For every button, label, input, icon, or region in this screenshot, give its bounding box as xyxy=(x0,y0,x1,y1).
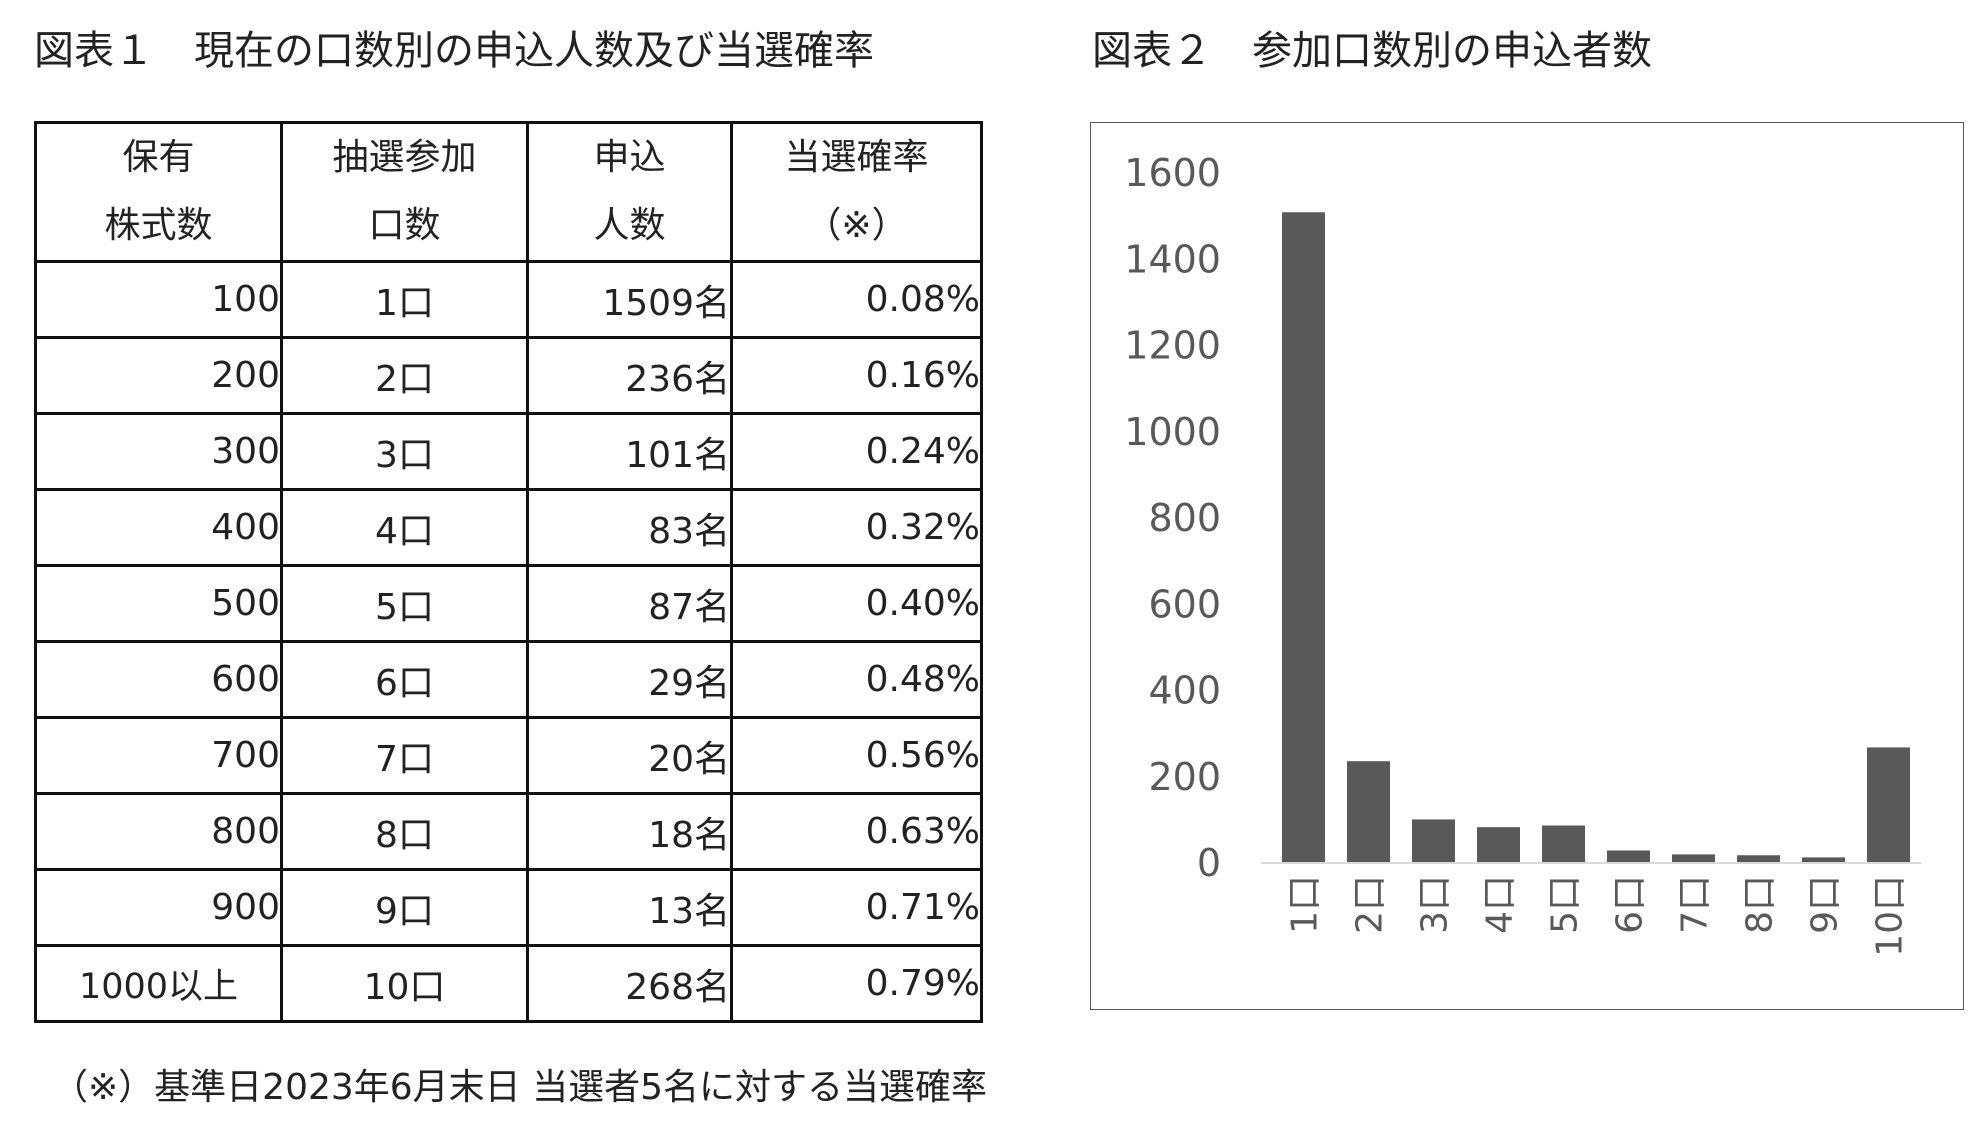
header-win-rate: 当選確率 （※） xyxy=(730,121,983,263)
table-row: 300 3口 101名 0.24% xyxy=(34,412,983,491)
cell-units: 2口 xyxy=(280,336,529,415)
x-tick-label: 5口 xyxy=(1545,875,1586,934)
cell-shares: 600 xyxy=(34,640,283,719)
bar xyxy=(1802,857,1845,863)
table-row: 500 5口 87名 0.40% xyxy=(34,564,983,643)
cell-units: 4口 xyxy=(280,488,529,567)
cell-win-rate: 0.56% xyxy=(730,716,983,795)
cell-win-rate: 0.48% xyxy=(730,640,983,719)
cell-shares: 300 xyxy=(34,412,283,491)
x-tick-label: 3口 xyxy=(1415,875,1456,934)
cell-shares: 700 xyxy=(34,716,283,795)
x-tick-label: 4口 xyxy=(1480,875,1521,934)
cell-win-rate: 0.71% xyxy=(730,868,983,947)
table-row: 1000以上 10口 268名 0.79% xyxy=(34,944,983,1023)
y-tick-label: 0 xyxy=(1197,841,1221,885)
header-units: 抽選参加 口数 xyxy=(280,121,529,263)
cell-shares: 500 xyxy=(34,564,283,643)
chart-frame: 0 200 400 600 800 1000 1200 1400 1600 1口 2口 3口 4口 5口 6… xyxy=(1090,122,1964,1010)
cell-win-rate: 0.24% xyxy=(730,412,983,491)
figure1-title: 図表１ 現在の口数別の申込人数及び当選確率 xyxy=(34,28,874,74)
bar xyxy=(1672,854,1715,863)
cell-applicants: 18名 xyxy=(526,792,733,871)
header-applicants: 申込 人数 xyxy=(526,121,733,263)
table-row: 200 2口 236名 0.16% xyxy=(34,336,983,415)
table-row: 400 4口 83名 0.32% xyxy=(34,488,983,567)
cell-win-rate: 0.40% xyxy=(730,564,983,643)
x-tick-label: 8口 xyxy=(1740,875,1781,934)
bar xyxy=(1867,747,1910,863)
table-row: 600 6口 29名 0.48% xyxy=(34,640,983,719)
cell-shares: 1000以上 xyxy=(34,944,283,1023)
chart-title: 図表２ 参加口数別の申込者数 xyxy=(1092,28,1652,74)
cell-shares: 100 xyxy=(34,260,283,339)
y-tick-label: 800 xyxy=(1148,496,1221,540)
cell-units: 1口 xyxy=(280,260,529,339)
cell-units: 5口 xyxy=(280,564,529,643)
cell-units: 9口 xyxy=(280,868,529,947)
bar xyxy=(1347,761,1390,863)
x-tick-label: 1口 xyxy=(1285,875,1326,934)
y-tick-label: 400 xyxy=(1148,669,1221,713)
x-tick-label: 6口 xyxy=(1610,875,1651,934)
cell-applicants: 83名 xyxy=(526,488,733,567)
applications-table: 保有 株式数 抽選参加 口数 申込 人数 当選確率 （※） 100 1口 1509名 0… xyxy=(34,121,983,1023)
cell-win-rate: 0.32% xyxy=(730,488,983,567)
bar xyxy=(1542,825,1585,863)
y-tick-label: 200 xyxy=(1148,755,1221,799)
table-row: 800 8口 18名 0.63% xyxy=(34,792,983,871)
cell-applicants: 13名 xyxy=(526,868,733,947)
x-tick-label: 10口 xyxy=(1870,875,1911,957)
bar xyxy=(1412,819,1455,863)
cell-units: 3口 xyxy=(280,412,529,491)
cell-applicants: 87名 xyxy=(526,564,733,643)
y-tick-label: 1600 xyxy=(1124,151,1221,195)
table-row: 100 1口 1509名 0.08% xyxy=(34,260,983,339)
bar xyxy=(1282,212,1325,863)
x-tick-label: 7口 xyxy=(1675,875,1716,934)
cell-applicants: 29名 xyxy=(526,640,733,719)
cell-applicants: 1509名 xyxy=(526,260,733,339)
cell-win-rate: 0.16% xyxy=(730,336,983,415)
cell-shares: 200 xyxy=(34,336,283,415)
cell-win-rate: 0.63% xyxy=(730,792,983,871)
cell-shares: 400 xyxy=(34,488,283,567)
cell-units: 6口 xyxy=(280,640,529,719)
cell-units: 8口 xyxy=(280,792,529,871)
cell-applicants: 20名 xyxy=(526,716,733,795)
table-row: 700 7口 20名 0.56% xyxy=(34,716,983,795)
header-shares: 保有 株式数 xyxy=(34,121,283,263)
y-tick-label: 1200 xyxy=(1124,324,1221,368)
y-tick-label: 1400 xyxy=(1124,237,1221,281)
x-tick-label: 2口 xyxy=(1350,875,1391,934)
y-tick-label: 600 xyxy=(1148,582,1221,626)
cell-applicants: 268名 xyxy=(526,944,733,1023)
cell-win-rate: 0.08% xyxy=(730,260,983,339)
bar xyxy=(1737,855,1780,863)
cell-units: 10口 xyxy=(280,944,529,1023)
cell-units: 7口 xyxy=(280,716,529,795)
cell-shares: 800 xyxy=(34,792,283,871)
bar xyxy=(1607,850,1650,863)
cell-applicants: 101名 xyxy=(526,412,733,491)
table-row: 900 9口 13名 0.71% xyxy=(34,868,983,947)
cell-win-rate: 0.79% xyxy=(730,944,983,1023)
table-header-row: 保有 株式数 抽選参加 口数 申込 人数 当選確率 （※） xyxy=(34,121,983,263)
y-tick-label: 1000 xyxy=(1124,410,1221,454)
bar-chart: 0 200 400 600 800 1000 1200 1400 1600 1口 2口 3口 4口 5口 6… xyxy=(1124,151,1921,957)
cell-applicants: 236名 xyxy=(526,336,733,415)
x-tick-label: 9口 xyxy=(1805,875,1846,934)
cell-shares: 900 xyxy=(34,868,283,947)
footnote: （※）基準日2023年6月末日 当選者5名に対する当選確率 xyxy=(52,1067,988,1108)
bar xyxy=(1477,827,1520,863)
